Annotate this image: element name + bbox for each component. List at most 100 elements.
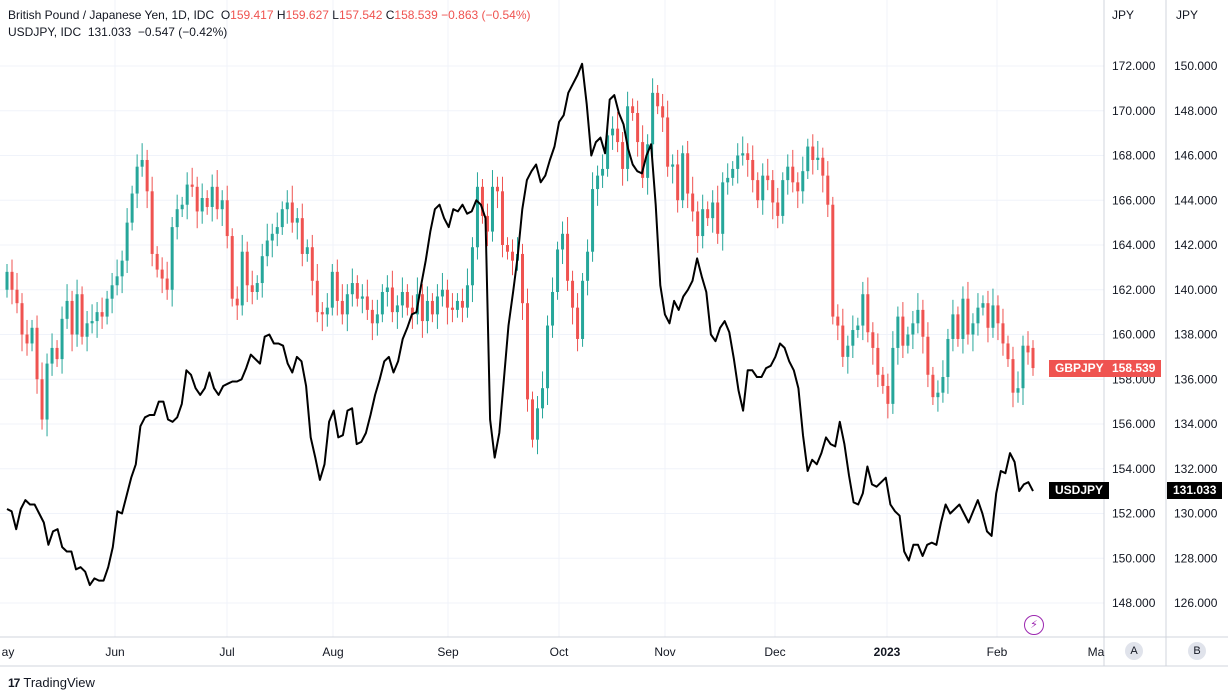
candle-body — [245, 251, 249, 286]
candle-body — [966, 298, 970, 335]
candle-body — [521, 253, 525, 304]
candle-body — [360, 296, 364, 299]
x-tick-label: Aug — [322, 645, 343, 659]
low-label: L — [332, 8, 339, 22]
candle-body — [546, 325, 550, 389]
candle-body — [315, 280, 319, 313]
left-tick-label: 152.000 — [1112, 507, 1156, 521]
candle-body — [956, 314, 960, 339]
candle-body — [45, 363, 49, 420]
x-tick-label: Ma — [1088, 645, 1105, 659]
candle-body — [1001, 323, 1005, 344]
tradingview-logo[interactable]: 17 TradingView — [8, 675, 95, 690]
candle-body — [531, 399, 535, 440]
left-tick-label: 148.000 — [1112, 596, 1156, 610]
candle-body — [1021, 345, 1025, 389]
gbpjpy-legend[interactable]: British Pound / Japanese Yen, 1D, IDC O1… — [8, 8, 531, 22]
candle-body — [210, 186, 214, 207]
candle-body — [85, 323, 89, 337]
candle-body — [666, 117, 670, 167]
candle-body — [295, 218, 299, 223]
candle-body — [626, 106, 630, 169]
candle-body — [961, 298, 965, 339]
high-label: H — [276, 8, 286, 22]
candle-body — [110, 285, 114, 299]
candle-body — [425, 300, 429, 322]
scale-b-button[interactable]: B — [1188, 642, 1206, 660]
candle-body — [440, 289, 444, 297]
candle-body — [435, 296, 439, 315]
candle-body — [150, 191, 154, 254]
usdjpy-legend-value: 131.033 — [87, 25, 132, 39]
left-tick-label: 166.000 — [1112, 193, 1156, 207]
candle-body — [1011, 359, 1015, 393]
candle-body — [996, 305, 1000, 324]
candle-body — [1006, 343, 1010, 360]
left-tick-label: 172.000 — [1112, 59, 1156, 73]
candle-body — [1016, 388, 1020, 393]
candle-body — [826, 175, 830, 205]
gbpjpy-candles — [5, 78, 1035, 455]
candle-body — [190, 184, 194, 187]
candle-body — [786, 166, 790, 181]
left-tick-label: 164.000 — [1112, 238, 1156, 252]
candle-body — [686, 153, 690, 194]
right-tick-label: 126.000 — [1174, 596, 1218, 610]
candle-body — [731, 168, 735, 178]
x-tick-label: Oct — [550, 645, 569, 659]
candle-body — [175, 209, 179, 228]
usdjpy-legend[interactable]: USDJPY, IDC 131.033 −0.547 (−0.42%) — [8, 25, 227, 39]
candle-body — [330, 271, 334, 308]
candle-body — [651, 92, 655, 145]
brand-name: TradingView — [23, 675, 95, 690]
candle-body — [566, 233, 570, 281]
candle-body — [746, 153, 750, 160]
candle-body — [290, 202, 294, 223]
candle-body — [280, 209, 284, 228]
candle-body — [20, 303, 24, 335]
right-tick-label: 134.000 — [1174, 417, 1218, 431]
candle-body — [90, 321, 94, 324]
candle-body — [55, 347, 59, 360]
candle-body — [756, 180, 760, 201]
candle-body — [601, 168, 605, 176]
candle-body — [726, 177, 730, 183]
scale-a-button[interactable]: A — [1125, 642, 1143, 660]
candle-body — [445, 289, 449, 308]
right-tick-label: 128.000 — [1174, 551, 1218, 565]
candle-body — [420, 294, 424, 322]
left-tick-label: 170.000 — [1112, 104, 1156, 118]
candle-body — [460, 300, 464, 308]
right-tick-label: 144.000 — [1174, 193, 1218, 207]
candle-body — [836, 316, 840, 326]
candle-body — [510, 251, 514, 261]
candle-body — [380, 291, 384, 315]
candle-body — [846, 345, 850, 357]
candle-body — [551, 291, 555, 326]
right-tick-label: 130.000 — [1174, 507, 1218, 521]
candle-body — [495, 186, 499, 192]
x-tick-label: Dec — [764, 645, 785, 659]
candle-body — [676, 164, 680, 201]
candle-body — [455, 300, 459, 310]
candle-body — [260, 256, 264, 284]
close-label: C — [385, 8, 395, 22]
candle-body — [370, 309, 374, 324]
candle-body — [350, 283, 354, 295]
candle-body — [581, 280, 585, 339]
candle-body — [25, 334, 29, 344]
candle-body — [325, 307, 329, 315]
candle-body — [270, 233, 274, 241]
candle-body — [95, 312, 99, 322]
candle-body — [485, 215, 489, 232]
candle-body — [616, 128, 620, 143]
lightning-icon[interactable]: ⚡ — [1024, 615, 1044, 635]
candle-body — [991, 305, 995, 328]
candle-body — [490, 186, 494, 232]
candle-body — [771, 180, 775, 203]
candle-body — [741, 153, 745, 156]
candle-body — [751, 159, 755, 181]
usdjpy-title: USDJPY, IDC — [8, 25, 82, 39]
right-tick-label: 142.000 — [1174, 238, 1218, 252]
